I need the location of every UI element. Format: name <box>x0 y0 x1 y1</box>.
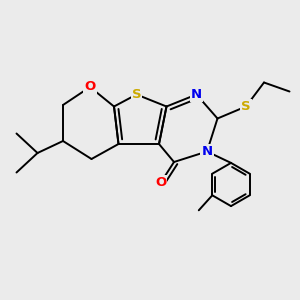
Text: O: O <box>155 176 166 190</box>
Text: N: N <box>201 145 213 158</box>
Text: S: S <box>132 88 141 101</box>
Text: O: O <box>84 80 96 94</box>
Text: N: N <box>191 88 202 101</box>
Text: S: S <box>241 100 251 113</box>
